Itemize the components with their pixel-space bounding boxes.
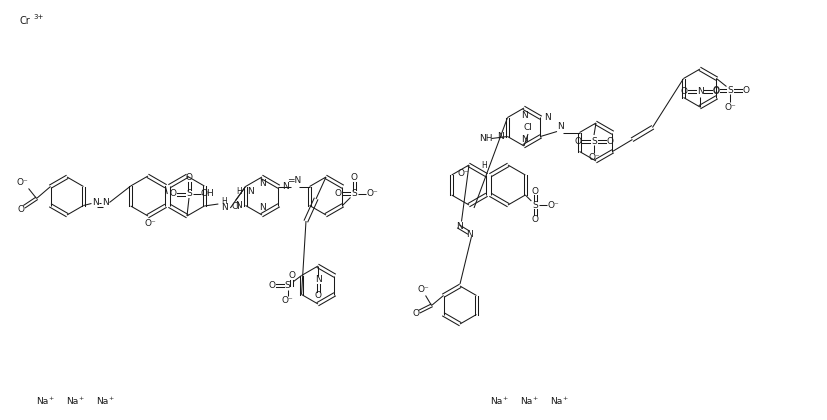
Text: Cl: Cl bbox=[231, 202, 240, 211]
Text: O⁻: O⁻ bbox=[418, 285, 429, 294]
Text: N: N bbox=[544, 113, 551, 122]
Text: Na: Na bbox=[66, 397, 79, 407]
Text: O⁻: O⁻ bbox=[724, 103, 736, 112]
Text: N: N bbox=[314, 276, 322, 284]
Text: S: S bbox=[284, 281, 290, 290]
Text: +: + bbox=[562, 396, 567, 402]
Text: +: + bbox=[532, 396, 538, 402]
Text: +: + bbox=[502, 396, 507, 402]
Text: O: O bbox=[606, 136, 614, 145]
Text: 3+: 3+ bbox=[33, 14, 43, 20]
Text: N: N bbox=[222, 204, 228, 213]
Text: O: O bbox=[268, 281, 275, 290]
Text: N: N bbox=[235, 201, 242, 210]
Text: O: O bbox=[743, 86, 750, 95]
Text: Cr: Cr bbox=[20, 16, 31, 26]
Text: O: O bbox=[170, 189, 176, 199]
Text: H: H bbox=[237, 187, 242, 196]
Text: O: O bbox=[17, 205, 24, 214]
Text: S: S bbox=[533, 200, 538, 210]
Text: O⁻: O⁻ bbox=[282, 296, 294, 305]
Text: N: N bbox=[92, 198, 99, 207]
Text: O⁻: O⁻ bbox=[547, 200, 559, 210]
Text: O: O bbox=[288, 271, 295, 280]
Text: N: N bbox=[457, 222, 463, 231]
Text: O⁻: O⁻ bbox=[144, 220, 155, 228]
Text: O⁻: O⁻ bbox=[457, 168, 469, 178]
Text: +: + bbox=[108, 396, 113, 402]
Text: N: N bbox=[466, 230, 473, 239]
Text: N: N bbox=[282, 182, 289, 191]
Text: N: N bbox=[557, 122, 563, 131]
Text: NH: NH bbox=[479, 134, 492, 143]
Text: N: N bbox=[521, 110, 528, 120]
Text: O: O bbox=[713, 86, 720, 95]
Text: S: S bbox=[351, 189, 357, 198]
Text: O: O bbox=[713, 87, 719, 95]
Text: =N: =N bbox=[287, 176, 301, 185]
Text: O: O bbox=[532, 186, 539, 195]
Text: S: S bbox=[186, 189, 192, 199]
Text: O: O bbox=[185, 173, 193, 183]
Text: N: N bbox=[696, 87, 704, 95]
Text: O⁻: O⁻ bbox=[366, 189, 378, 198]
Text: OH: OH bbox=[200, 189, 214, 199]
Text: +: + bbox=[48, 396, 53, 402]
Text: O⁻: O⁻ bbox=[588, 153, 600, 163]
Text: O: O bbox=[681, 87, 687, 95]
Text: +: + bbox=[78, 396, 84, 402]
Text: O: O bbox=[412, 309, 419, 318]
Text: N: N bbox=[259, 204, 265, 213]
Text: Na: Na bbox=[490, 397, 502, 407]
Text: Na: Na bbox=[550, 397, 562, 407]
Text: N: N bbox=[259, 179, 265, 189]
Text: Cl: Cl bbox=[523, 123, 533, 132]
Text: O: O bbox=[351, 173, 358, 182]
Text: H: H bbox=[222, 197, 227, 207]
Text: S: S bbox=[591, 136, 597, 145]
Text: N: N bbox=[521, 134, 528, 144]
Text: Na: Na bbox=[36, 397, 48, 407]
Text: O⁻: O⁻ bbox=[17, 178, 28, 187]
Text: O: O bbox=[314, 291, 322, 300]
Text: Na: Na bbox=[520, 397, 533, 407]
Text: O: O bbox=[532, 215, 539, 223]
Text: O: O bbox=[575, 136, 581, 145]
Text: N: N bbox=[497, 132, 504, 141]
Text: H: H bbox=[481, 161, 487, 170]
Text: N: N bbox=[247, 187, 254, 196]
Text: O: O bbox=[335, 189, 342, 198]
Text: N: N bbox=[102, 198, 109, 207]
Text: S: S bbox=[728, 86, 734, 95]
Text: Na: Na bbox=[96, 397, 108, 407]
